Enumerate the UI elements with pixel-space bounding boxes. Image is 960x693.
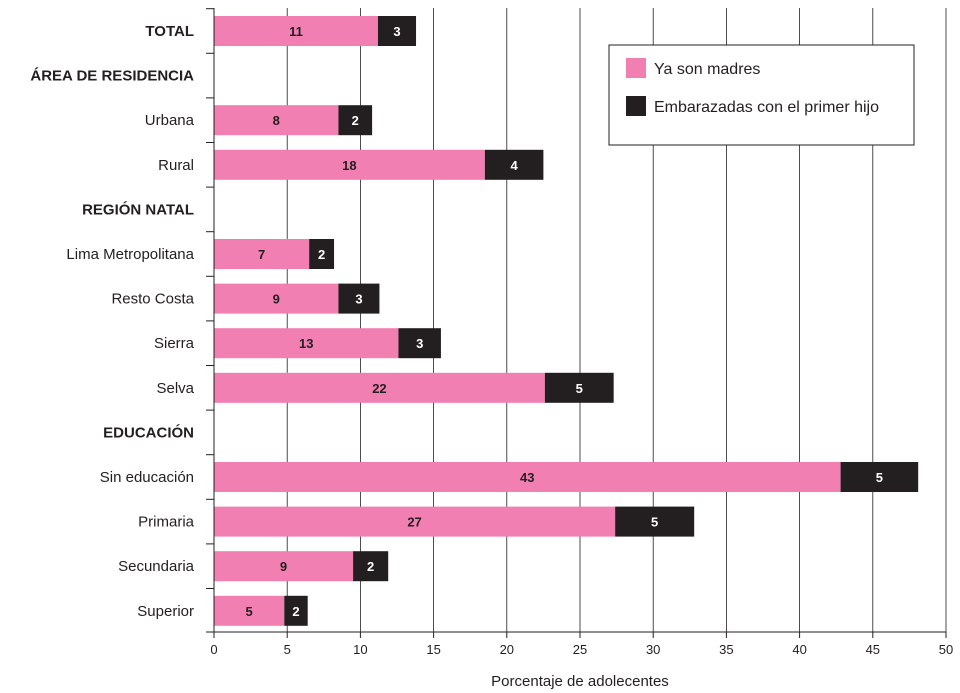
- category-label: REGIÓN NATAL: [82, 200, 194, 218]
- category-label: Resto Costa: [111, 291, 194, 308]
- data-label: 3: [355, 292, 362, 307]
- category-label: Secundaria: [118, 558, 195, 575]
- x-tick-label: 25: [573, 642, 587, 657]
- x-tick-label: 0: [210, 642, 217, 657]
- bar-ya-son-madres: [214, 595, 285, 626]
- x-tick-label: 10: [353, 642, 367, 657]
- bar-embarazadas: [338, 283, 380, 314]
- category-label: Rural: [158, 157, 194, 174]
- data-label: 2: [292, 604, 299, 619]
- data-label: 2: [352, 113, 359, 128]
- x-tick-label: 15: [426, 642, 440, 657]
- x-tick-labels: 0 5 10 15 20 25 30 35 40 45 50: [210, 642, 953, 657]
- category-label: ÁREA DE RESIDENCIA: [30, 68, 194, 85]
- bar-embarazadas: [840, 462, 919, 492]
- data-label: 11: [289, 24, 303, 39]
- bar-ya-son-madres: [214, 16, 378, 46]
- category-label: TOTAL: [145, 23, 194, 40]
- data-label: 5: [576, 381, 583, 396]
- data-label: 5: [876, 470, 883, 485]
- category-label: Superior: [137, 603, 194, 620]
- data-label: 9: [273, 292, 280, 307]
- legend-label: Ya son madres: [654, 61, 760, 78]
- data-label: 2: [367, 559, 374, 574]
- data-label: 9: [280, 559, 287, 574]
- bar-ya-son-madres: [214, 149, 485, 180]
- x-tick-label: 45: [866, 642, 880, 657]
- category-label: Lima Metropolitana: [66, 246, 194, 263]
- bar-embarazadas: [353, 551, 389, 582]
- x-tick-label: 30: [646, 642, 660, 657]
- data-label: 2: [318, 247, 325, 262]
- x-tick-label: 40: [792, 642, 806, 657]
- bar-embarazadas: [398, 328, 441, 359]
- bar-embarazadas: [615, 506, 695, 537]
- bar-ya-son-madres: [214, 283, 339, 314]
- data-label: 4: [511, 158, 519, 173]
- data-label: 27: [407, 515, 421, 530]
- bar-ya-son-madres: [214, 551, 354, 582]
- data-label: 43: [520, 470, 534, 485]
- legend-label: Embarazadas con el primer hijo: [654, 99, 879, 116]
- x-axis-title: Porcentaje de adolecentes: [491, 673, 669, 690]
- bar-embarazadas: [284, 595, 308, 626]
- bar-embarazadas: [309, 239, 335, 269]
- bar-ya-son-madres: [214, 506, 616, 537]
- legend: Ya son madres Embarazadas con el primer h…: [608, 44, 915, 146]
- category-labels: TOTAL ÁREA DE RESIDENCIA Urbana Rural REGIÓN…: [30, 23, 194, 620]
- category-label: Primaria: [138, 514, 194, 531]
- axes: [206, 8, 947, 638]
- bar-ya-son-madres: [214, 462, 841, 492]
- category-label: Urbana: [145, 112, 195, 129]
- data-label: 5: [246, 604, 253, 619]
- data-label: 5: [651, 515, 658, 530]
- bar-embarazadas: [544, 372, 614, 403]
- x-tick-label: 20: [500, 642, 514, 657]
- x-tick-label: 5: [284, 642, 291, 657]
- bar-ya-son-madres: [214, 328, 399, 359]
- data-label: 18: [342, 158, 356, 173]
- data-label: 8: [273, 113, 280, 128]
- bars: 11 3 8 2 18 4 7 2 9 3 13 3 22 5 43 5 27 5 9 2 5 2: [214, 16, 919, 626]
- data-label: 22: [372, 381, 386, 396]
- bar-embarazadas: [338, 105, 373, 136]
- legend-box: [608, 44, 915, 146]
- data-label: 3: [416, 336, 423, 351]
- bar-ya-son-madres: [214, 239, 310, 269]
- data-label: 7: [258, 247, 265, 262]
- legend-swatch: [626, 58, 646, 78]
- data-label: 3: [393, 24, 400, 39]
- bar-embarazadas: [377, 16, 417, 46]
- x-tick-label: 50: [939, 642, 953, 657]
- data-label: 13: [299, 336, 313, 351]
- bar-embarazadas: [484, 149, 544, 180]
- x-tick-label: 35: [719, 642, 733, 657]
- category-label: Sin educación: [100, 469, 194, 486]
- category-label: Selva: [156, 380, 194, 397]
- legend-swatch: [626, 96, 646, 116]
- bar-ya-son-madres: [214, 372, 545, 403]
- category-label: EDUCACIÓN: [103, 423, 194, 441]
- category-label: Sierra: [154, 335, 195, 352]
- bar-ya-son-madres: [214, 105, 339, 136]
